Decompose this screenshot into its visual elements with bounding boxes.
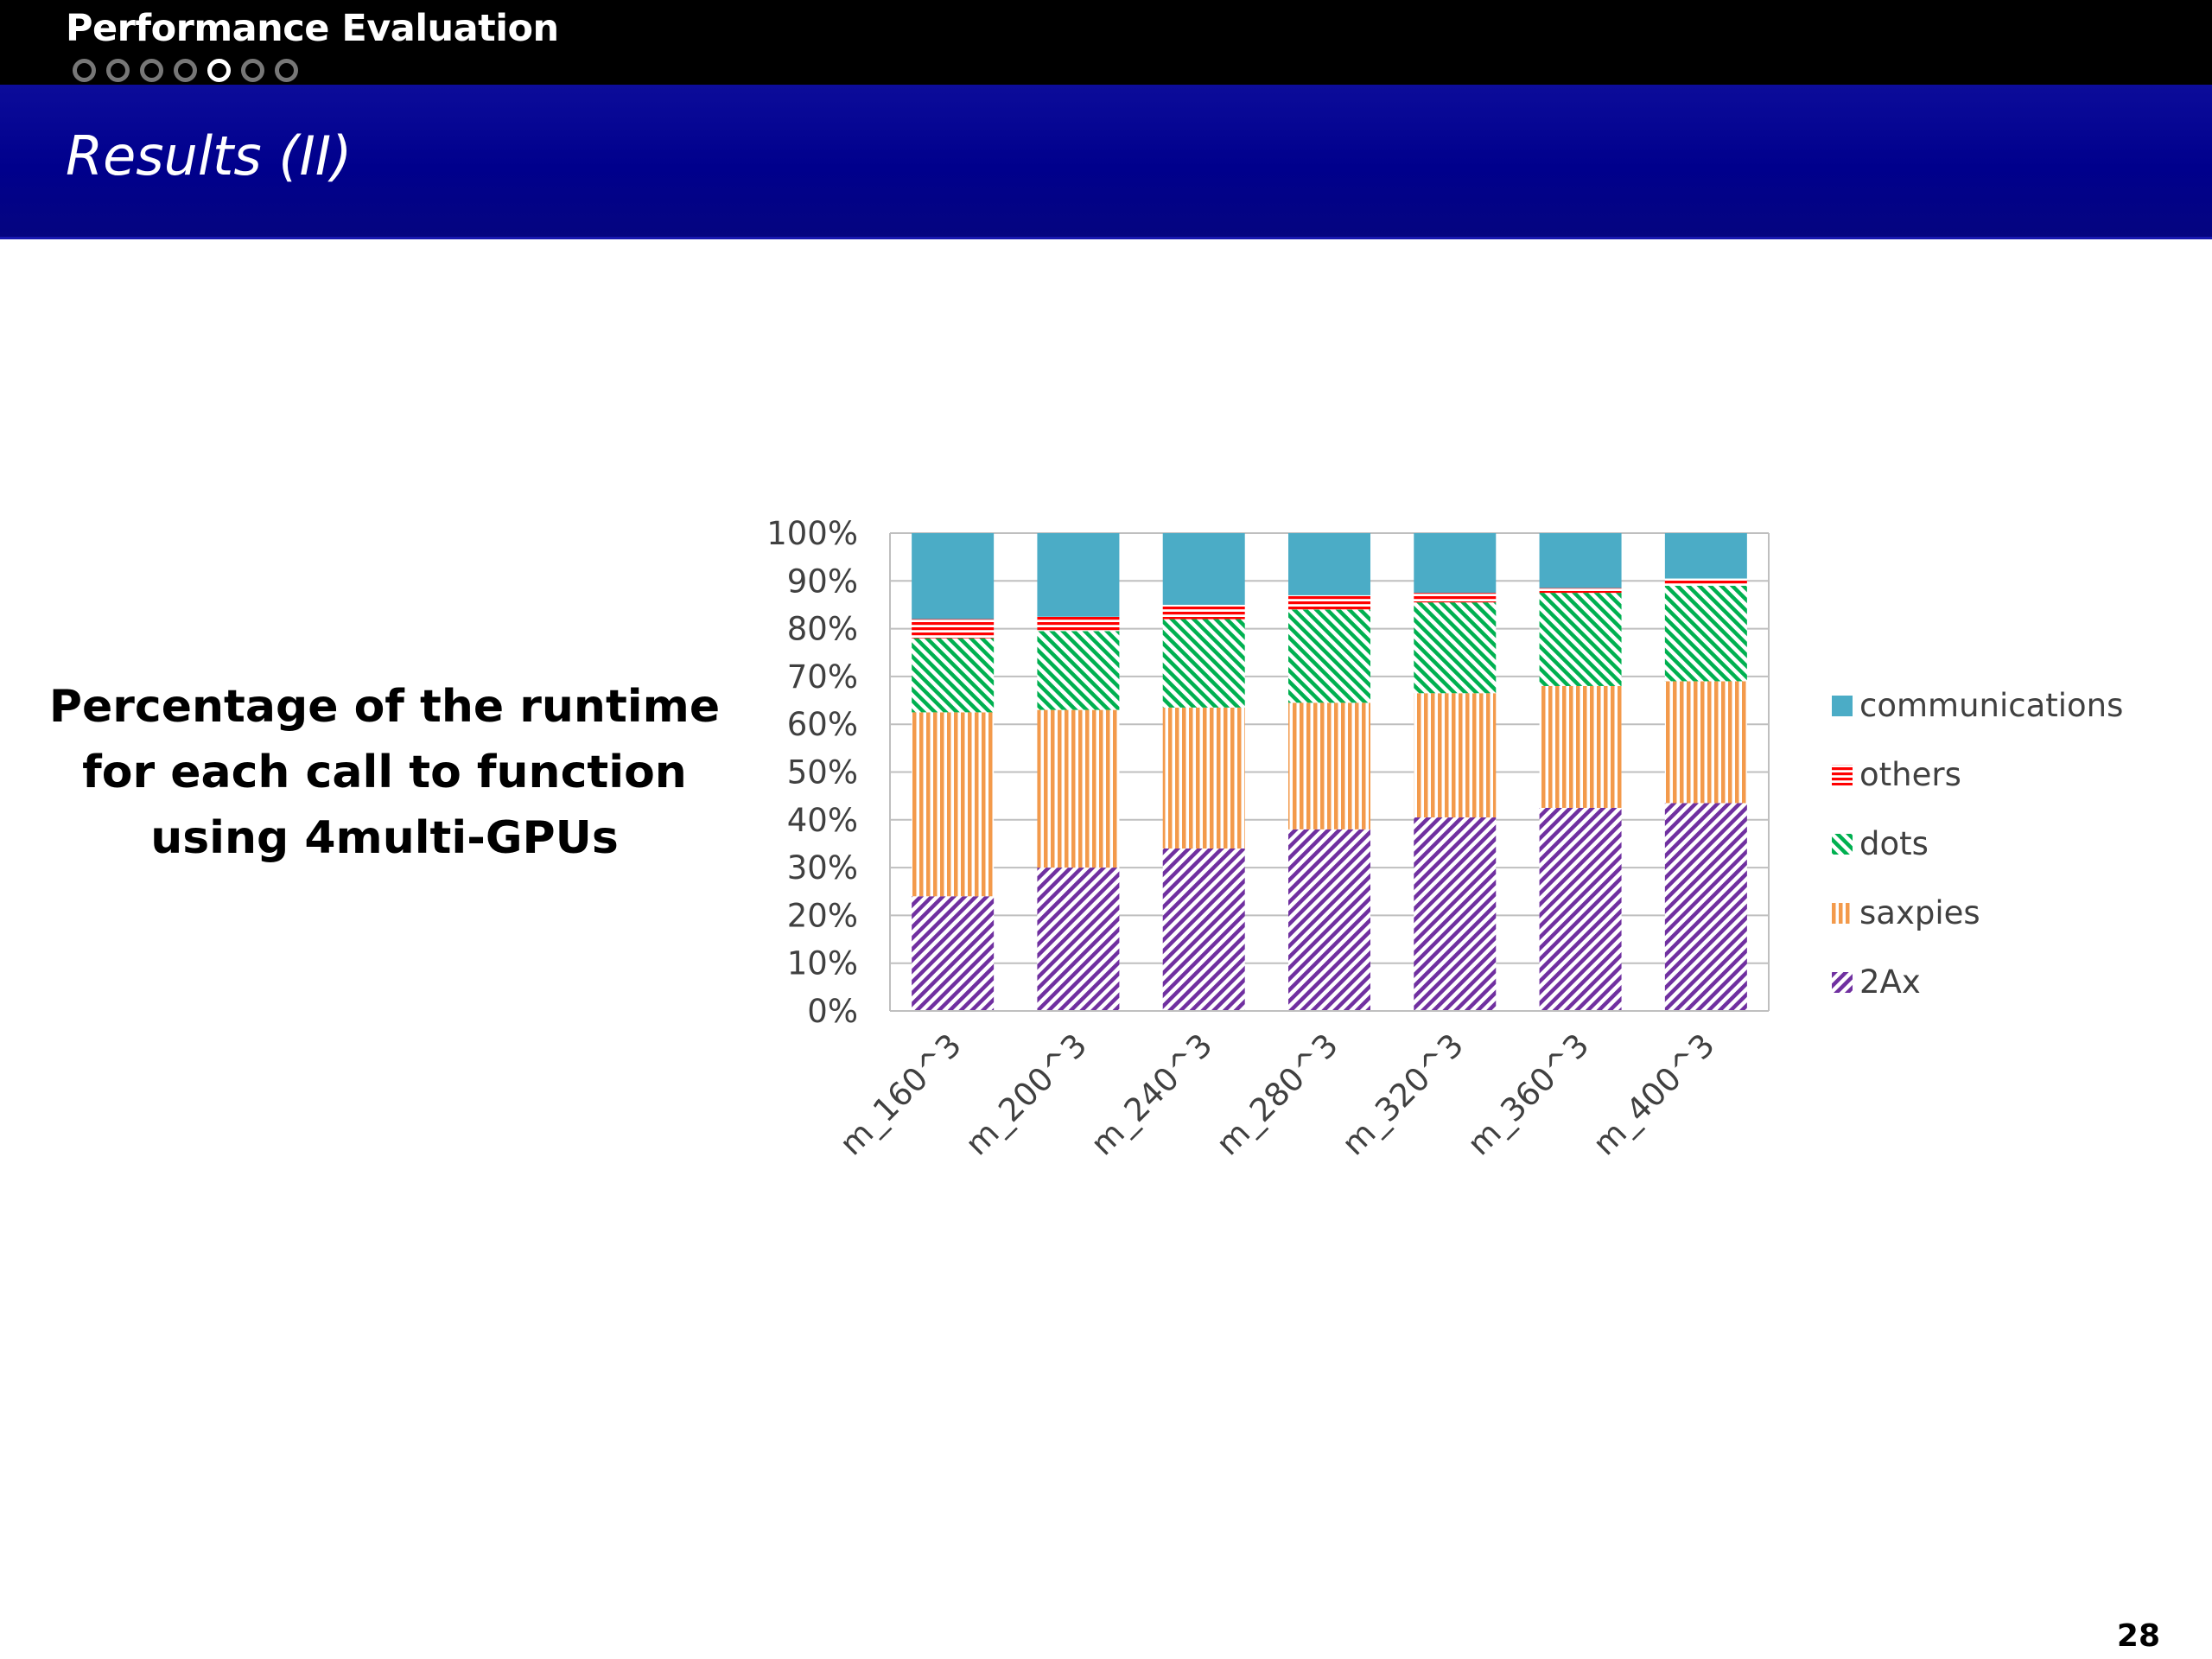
bar-segment-others	[1288, 594, 1370, 610]
bar-segment-dots	[1288, 609, 1370, 703]
title-bar: Results (II)	[0, 85, 2212, 239]
y-tick-label: 30%	[787, 849, 858, 887]
bar-segment-saxpies	[1288, 702, 1370, 830]
section-title: Performance Evaluation	[66, 7, 559, 50]
legend-swatch-others	[1832, 765, 1853, 785]
bar-segment-2ax	[1162, 848, 1245, 1011]
chart-caption: Percentage of the runtime for each call …	[48, 681, 721, 864]
bar-segment-others	[1162, 604, 1245, 620]
bar-segment-others	[1539, 588, 1622, 594]
legend-swatch-communications	[1832, 696, 1853, 716]
bar-segment-saxpies	[1037, 709, 1120, 868]
bar-segment-communications	[1288, 533, 1370, 595]
y-tick-label: 100%	[766, 515, 858, 552]
bar-segment-saxpies	[1414, 693, 1497, 818]
legend-swatch-dots	[1832, 834, 1853, 855]
y-tick-label: 10%	[787, 945, 858, 982]
nav-dot[interactable]	[106, 59, 130, 82]
bar-segment-2ax	[1414, 817, 1497, 1011]
nav-dot[interactable]	[73, 59, 96, 82]
bar-segment-communications	[1414, 533, 1497, 594]
bar-segment-dots	[912, 638, 995, 713]
x-tick-label: m_400^3	[1586, 1027, 1721, 1162]
nav-dot[interactable]	[275, 59, 298, 82]
x-tick-label: m_320^3	[1335, 1027, 1471, 1162]
nav-dot[interactable]	[174, 59, 197, 82]
bar-segment-dots	[1664, 585, 1747, 682]
bar-segment-dots	[1162, 619, 1245, 708]
bar-segment-others	[1037, 616, 1120, 632]
legend-label-dots: dots	[1859, 825, 1929, 862]
y-tick-label: 20%	[787, 897, 858, 934]
y-tick-label: 50%	[787, 754, 858, 791]
bar-segment-saxpies	[1162, 707, 1245, 849]
bar-segment-communications	[1664, 533, 1747, 579]
bar-segment-others	[912, 619, 995, 639]
bar-segment-communications	[912, 533, 995, 620]
bar-segment-saxpies	[1539, 685, 1622, 808]
bar-segment-saxpies	[912, 712, 995, 897]
bar-segment-others	[1664, 578, 1747, 586]
bar-segment-2ax	[912, 896, 995, 1011]
legend-label-others: others	[1859, 756, 1961, 793]
x-tick-label: m_160^3	[833, 1027, 969, 1162]
bar-segment-dots	[1414, 602, 1497, 694]
legend-label-2ax: 2Ax	[1859, 963, 1921, 1001]
top-bar: Performance Evaluation	[0, 0, 2212, 85]
bar-segment-dots	[1539, 593, 1622, 686]
bar-segment-communications	[1037, 533, 1120, 617]
bar-segment-2ax	[1664, 803, 1747, 1011]
bar-segment-others	[1414, 593, 1497, 603]
legend-label-communications: communications	[1859, 687, 2123, 724]
bar-segment-2ax	[1288, 829, 1370, 1011]
x-tick-label: m_360^3	[1460, 1027, 1596, 1162]
y-tick-label: 60%	[787, 706, 858, 743]
bar-segment-saxpies	[1664, 681, 1747, 804]
y-tick-label: 70%	[787, 658, 858, 696]
bar-segment-2ax	[1539, 807, 1622, 1011]
x-tick-label: m_200^3	[958, 1027, 1094, 1162]
legend-label-saxpies: saxpies	[1859, 894, 1980, 931]
legend-swatch-saxpies	[1832, 903, 1853, 924]
y-tick-label: 90%	[787, 563, 858, 600]
bar-segment-dots	[1037, 631, 1120, 710]
x-tick-label: m_280^3	[1209, 1027, 1344, 1162]
y-tick-label: 40%	[787, 802, 858, 839]
y-tick-label: 0%	[807, 993, 858, 1030]
bar-segment-communications	[1539, 533, 1622, 588]
page-number: 28	[2116, 1618, 2160, 1654]
nav-dot[interactable]	[241, 59, 264, 82]
nav-dot-active[interactable]	[207, 59, 231, 82]
slide-title: Results (II)	[66, 124, 353, 188]
bar-segment-2ax	[1037, 868, 1120, 1011]
nav-dot[interactable]	[140, 59, 163, 82]
legend-swatch-2ax	[1832, 972, 1853, 993]
x-tick-label: m_240^3	[1084, 1027, 1219, 1162]
bar-segment-communications	[1162, 533, 1245, 605]
y-tick-label: 80%	[787, 611, 858, 648]
